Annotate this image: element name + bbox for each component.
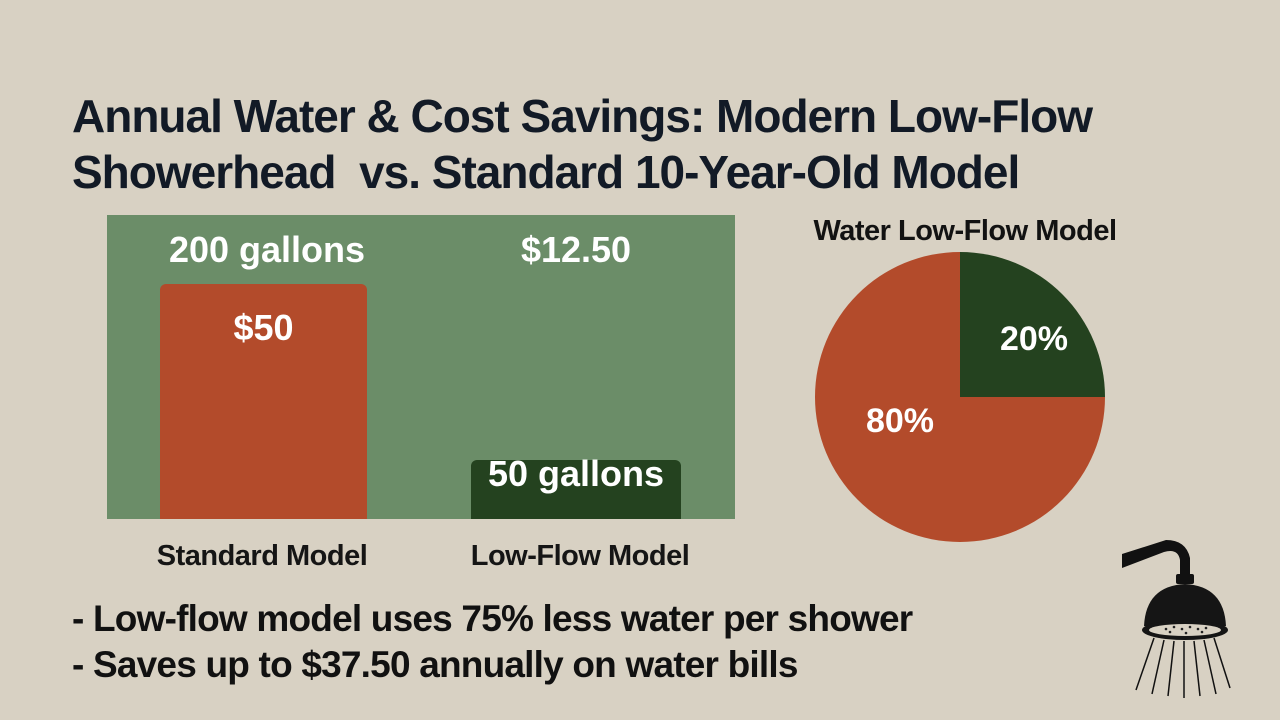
chart-title: Annual Water & Cost Savings: Modern Low-… xyxy=(72,88,1252,200)
pie-label-80: 80% xyxy=(866,402,934,440)
showerhead-icon xyxy=(1122,540,1231,698)
category-label-low-flow: Low-Flow Model xyxy=(470,540,690,572)
bar-label-low-flow-gallons: 50 gallons xyxy=(487,453,665,494)
summary-bullets: - Low-flow model uses 75% less water per… xyxy=(72,596,913,688)
bar-low-flow-model xyxy=(471,460,681,519)
bullet-water-savings: - Low-flow model uses 75% less water per… xyxy=(72,598,913,639)
bar-label-standard-cost: $50 xyxy=(233,307,294,348)
pie-chart: 20% 80% xyxy=(815,252,1105,542)
category-label-standard: Standard Model xyxy=(156,540,368,572)
title-line-2: Showerhead vs. Standard 10-Year-Old Mode… xyxy=(72,146,1020,198)
bar-chart-panel: 200 gallons $50 $12.50 50 gallons xyxy=(107,215,735,519)
bar-label-standard-gallons: 200 gallons xyxy=(168,229,366,270)
title-line-1: Annual Water & Cost Savings: Modern Low-… xyxy=(72,90,1093,142)
pie-label-20: 20% xyxy=(1000,320,1068,358)
bar-standard-model xyxy=(160,284,367,519)
pie-slice-80 xyxy=(815,252,1105,542)
pie-slice-20 xyxy=(960,252,1105,397)
bullet-cost-savings: - Saves up to $37.50 annually on water b… xyxy=(72,644,798,685)
pie-title: Water Low-Flow Model xyxy=(813,215,1117,247)
bar-label-low-flow-cost: $12.50 xyxy=(520,229,632,270)
